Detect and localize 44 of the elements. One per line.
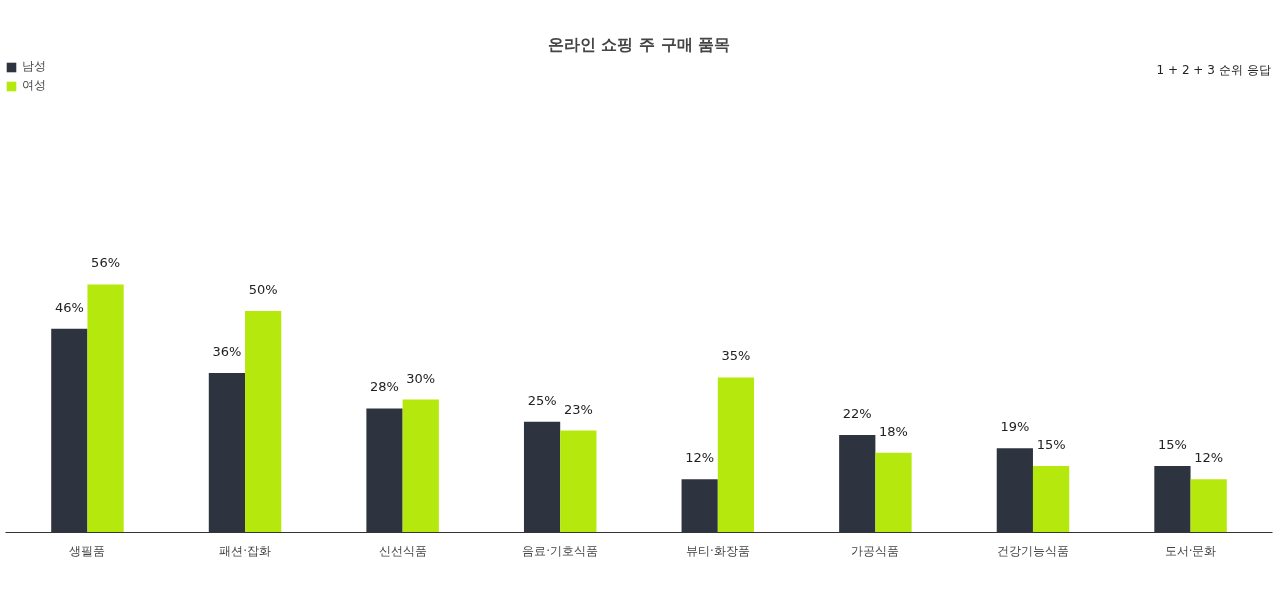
legend-label: 여성 [22, 77, 46, 94]
bar [402, 399, 439, 533]
data-label: 15% [1157, 437, 1187, 453]
bar [681, 479, 718, 533]
bar [875, 452, 912, 533]
x-tick-label: 패션·잡화 [219, 543, 271, 558]
x-tick-label: 생필품 [69, 543, 106, 558]
bar [87, 284, 124, 533]
data-label: 12% [685, 450, 715, 466]
data-label: 25% [527, 392, 557, 408]
data-label: 35% [721, 348, 751, 364]
data-label: 28% [370, 379, 399, 395]
x-tick-label: 신선식품 [378, 543, 427, 558]
data-label: 19% [1000, 419, 1030, 435]
data-label: 23% [563, 401, 593, 417]
bar [208, 373, 246, 533]
bar [1190, 479, 1227, 533]
chart-title: 온라인 쇼핑 주 구매 품목 [547, 34, 731, 54]
data-label: 50% [248, 282, 278, 297]
data-label: 46% [54, 299, 84, 315]
data-label: 22% [842, 406, 872, 422]
x-tick-label: 음료·기호식품 [522, 543, 599, 558]
data-label: 18% [879, 423, 908, 439]
bar [996, 448, 1033, 533]
data-label: 15% [1036, 437, 1066, 453]
bar [1154, 466, 1191, 533]
x-tick-label: 도서·문화 [1164, 543, 1217, 558]
bar [523, 421, 561, 533]
legend-label: 남성 [22, 58, 46, 75]
bar [245, 311, 282, 533]
annotation: 1 + 2 + 3 순위 응답 [1156, 62, 1271, 77]
data-label: 56% [91, 255, 121, 271]
bar [366, 408, 403, 533]
bar [1032, 466, 1070, 533]
bar [839, 435, 876, 533]
data-label: 12% [1194, 450, 1224, 466]
bar [51, 328, 88, 533]
bar [560, 430, 597, 533]
bar [717, 377, 755, 533]
x-tick-label: 건강기능식품 [996, 543, 1069, 558]
x-tick-label: 뷰티·화장품 [685, 543, 750, 558]
data-label: 30% [406, 370, 436, 386]
x-tick-label: 가공식품 [851, 543, 900, 558]
data-label: 36% [212, 344, 242, 360]
